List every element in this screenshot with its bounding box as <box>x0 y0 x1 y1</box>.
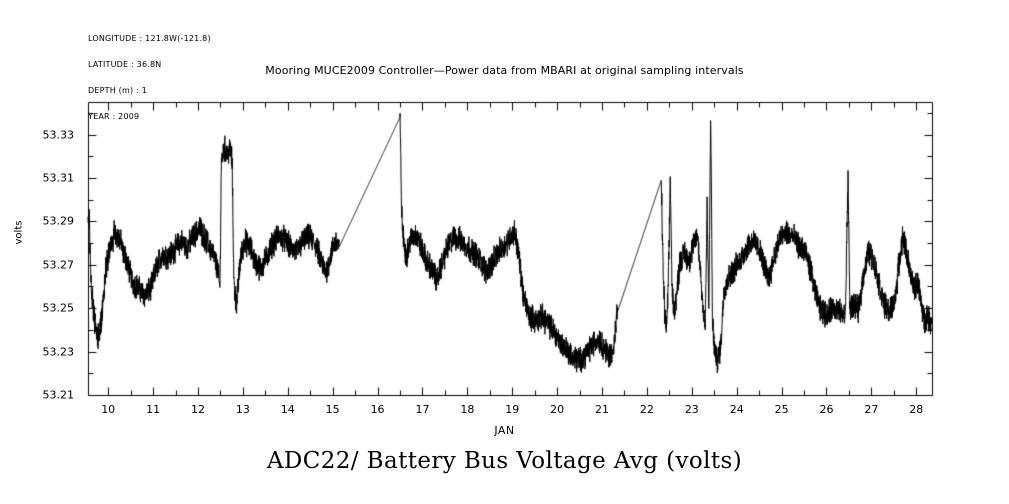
x-tick-label: 16 <box>370 403 385 416</box>
x-axis-label: JAN <box>494 424 515 437</box>
y-tick-label: 53.21 <box>42 388 75 402</box>
x-tick-label: 14 <box>280 403 295 416</box>
x-tick-label: 11 <box>146 403 161 416</box>
x-tick-label: 26 <box>819 403 834 416</box>
y-axis-label: volts <box>13 220 25 245</box>
x-tick-label: 17 <box>415 403 430 416</box>
plot-caption: ADC22/ Battery Bus Voltage Avg (volts) <box>266 448 743 474</box>
x-tick-label: 23 <box>684 403 699 416</box>
x-tick-label: 27 <box>864 403 879 416</box>
y-tick-label: 53.25 <box>42 301 75 315</box>
x-tick-label: 13 <box>235 403 250 416</box>
y-tick-label: 53.29 <box>42 214 75 228</box>
x-tick-label: 19 <box>505 403 520 416</box>
x-tick-label: 15 <box>325 403 340 416</box>
x-tick-label: 24 <box>729 403 744 416</box>
y-tick-label: 53.31 <box>42 171 75 185</box>
x-tick-label: 25 <box>774 403 789 416</box>
x-tick-label: 20 <box>550 403 565 416</box>
x-tick-label: 12 <box>190 403 205 416</box>
x-tick-label: 10 <box>101 403 116 416</box>
x-tick-label: 28 <box>909 403 924 416</box>
x-tick-label: 22 <box>639 403 654 416</box>
x-tick-label: 21 <box>595 403 610 416</box>
y-tick-label: 53.27 <box>42 258 75 272</box>
y-tick-label: 53.23 <box>42 345 75 359</box>
x-tick-label: 18 <box>460 403 475 416</box>
y-tick-label: 53.33 <box>42 128 75 142</box>
